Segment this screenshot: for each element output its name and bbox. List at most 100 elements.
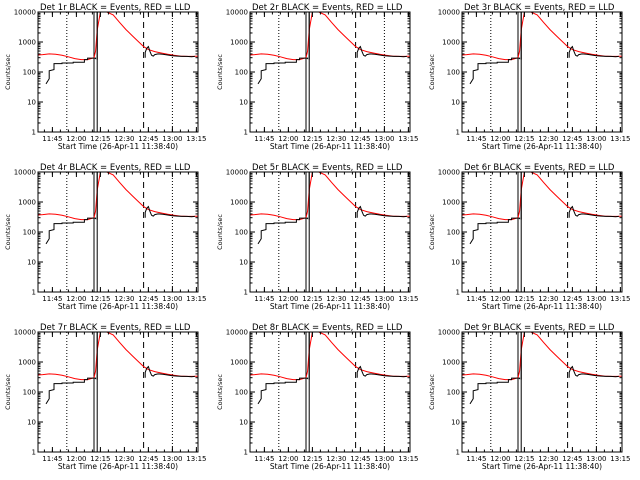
panel-title: Det 6r BLACK = Events, RED = LLD (464, 163, 615, 173)
y-tick-label: 10000 (14, 9, 36, 17)
y-tick-label: 1000 (230, 199, 248, 207)
y-axis-label: Counts/sec (428, 214, 436, 250)
x-tick-label: 12:15 (302, 295, 322, 303)
y-axis-label: Counts/sec (216, 214, 224, 250)
y-tick-label: 10 (27, 259, 36, 267)
x-tick-label: 13:00 (586, 455, 606, 463)
x-tick-label: 13:15 (398, 455, 418, 463)
y-axis-label: Counts/sec (4, 374, 12, 410)
x-tick-label: 12:45 (138, 135, 158, 143)
panel-title: Det 4r BLACK = Events, RED = LLD (40, 163, 191, 173)
x-tick-label: 11:45 (254, 295, 274, 303)
x-tick-label: 12:00 (490, 455, 510, 463)
x-tick-label: 12:30 (538, 455, 558, 463)
lld-series-line (462, 12, 622, 61)
y-tick-label: 100 (235, 389, 248, 397)
x-axis-label: Start Time (26-Apr-11 11:38:40) (58, 142, 178, 151)
panel-title: Det 5r BLACK = Events, RED = LLD (252, 163, 403, 173)
y-tick-label: 1000 (230, 359, 248, 367)
y-tick-label: 1 (32, 449, 36, 457)
plot-frame (249, 11, 411, 133)
y-tick-label: 1000 (18, 199, 36, 207)
x-tick-label: 12:00 (490, 135, 510, 143)
y-tick-label: 100 (447, 69, 460, 77)
lld-series-line (38, 332, 198, 381)
y-tick-label: 10000 (438, 329, 460, 337)
x-tick-label: 11:45 (42, 135, 62, 143)
y-tick-label: 10 (239, 259, 248, 267)
x-tick-label: 13:15 (610, 455, 630, 463)
lld-series-line (462, 172, 622, 221)
x-tick-label: 12:15 (90, 455, 110, 463)
y-tick-label: 1000 (442, 359, 460, 367)
events-series-line (144, 205, 195, 218)
x-tick-label: 12:30 (326, 455, 346, 463)
x-tick-label: 12:30 (538, 295, 558, 303)
panel-title: Det 8r BLACK = Events, RED = LLD (252, 323, 403, 333)
y-tick-label: 100 (447, 389, 460, 397)
y-tick-label: 100 (23, 69, 36, 77)
y-tick-label: 10000 (226, 9, 248, 17)
lld-series-line (250, 172, 410, 221)
x-tick-label: 12:45 (138, 295, 158, 303)
y-tick-label: 1 (244, 129, 248, 137)
y-tick-label: 10000 (226, 169, 248, 177)
y-tick-label: 10000 (438, 169, 460, 177)
x-tick-label: 12:45 (350, 455, 370, 463)
x-tick-label: 12:00 (278, 455, 298, 463)
lld-series-line (38, 172, 198, 221)
x-tick-label: 12:30 (114, 295, 134, 303)
x-tick-label: 12:30 (326, 135, 346, 143)
x-tick-label: 13:00 (374, 455, 394, 463)
y-axis-label: Counts/sec (428, 54, 436, 90)
panel-det-5: Det 5r BLACK = Events, RED = LLD 1 10 100 10… (216, 163, 418, 311)
events-series-line (144, 45, 195, 58)
x-tick-label: 13:15 (186, 455, 206, 463)
x-tick-label: 13:15 (610, 135, 630, 143)
x-tick-label: 13:15 (398, 135, 418, 143)
x-tick-label: 12:30 (114, 135, 134, 143)
x-tick-label: 12:15 (302, 455, 322, 463)
x-axis-label: Start Time (26-Apr-11 11:38:40) (58, 462, 178, 471)
y-tick-label: 100 (235, 229, 248, 237)
x-tick-label: 11:45 (254, 135, 274, 143)
y-tick-label: 10 (27, 99, 36, 107)
y-tick-label: 100 (23, 229, 36, 237)
events-series-line (257, 377, 309, 405)
x-tick-label: 12:30 (538, 135, 558, 143)
x-axis-label: Start Time (26-Apr-11 11:38:40) (270, 302, 390, 311)
x-tick-label: 13:00 (374, 135, 394, 143)
x-tick-label: 12:00 (66, 295, 86, 303)
events-series-line (568, 365, 619, 378)
y-tick-label: 1 (456, 449, 460, 457)
events-series-line (568, 45, 619, 58)
x-tick-label: 12:15 (90, 295, 110, 303)
y-tick-label: 1 (244, 449, 248, 457)
plot-frame (461, 331, 623, 453)
y-tick-label: 10 (451, 99, 460, 107)
panel-title: Det 2r BLACK = Events, RED = LLD (252, 3, 403, 13)
events-series-line (144, 365, 195, 378)
y-tick-label: 1 (244, 289, 248, 297)
x-tick-label: 12:00 (278, 295, 298, 303)
panel-det-3: Det 3r BLACK = Events, RED = LLD 1 10 100 10… (428, 3, 630, 151)
y-axis-label: Counts/sec (4, 214, 12, 250)
y-tick-label: 1 (456, 129, 460, 137)
x-tick-label: 12:45 (350, 135, 370, 143)
y-axis-label: Counts/sec (428, 374, 436, 410)
panel-det-1: Det 1r BLACK = Events, RED = LLD 1 10 100 10… (4, 3, 206, 151)
events-series-line (45, 377, 97, 405)
panel-title: Det 1r BLACK = Events, RED = LLD (40, 3, 191, 13)
x-tick-label: 12:15 (90, 135, 110, 143)
x-tick-label: 12:15 (514, 135, 534, 143)
y-tick-label: 10000 (438, 9, 460, 17)
panel-title: Det 7r BLACK = Events, RED = LLD (40, 323, 191, 333)
y-tick-label: 1 (456, 289, 460, 297)
plot-frame (461, 171, 623, 293)
panel-det-4: Det 4r BLACK = Events, RED = LLD 1 10 100 10… (4, 163, 206, 311)
y-tick-label: 10 (27, 419, 36, 427)
x-tick-label: 12:15 (302, 135, 322, 143)
y-tick-label: 10 (451, 259, 460, 267)
x-axis-label: Start Time (26-Apr-11 11:38:40) (270, 462, 390, 471)
